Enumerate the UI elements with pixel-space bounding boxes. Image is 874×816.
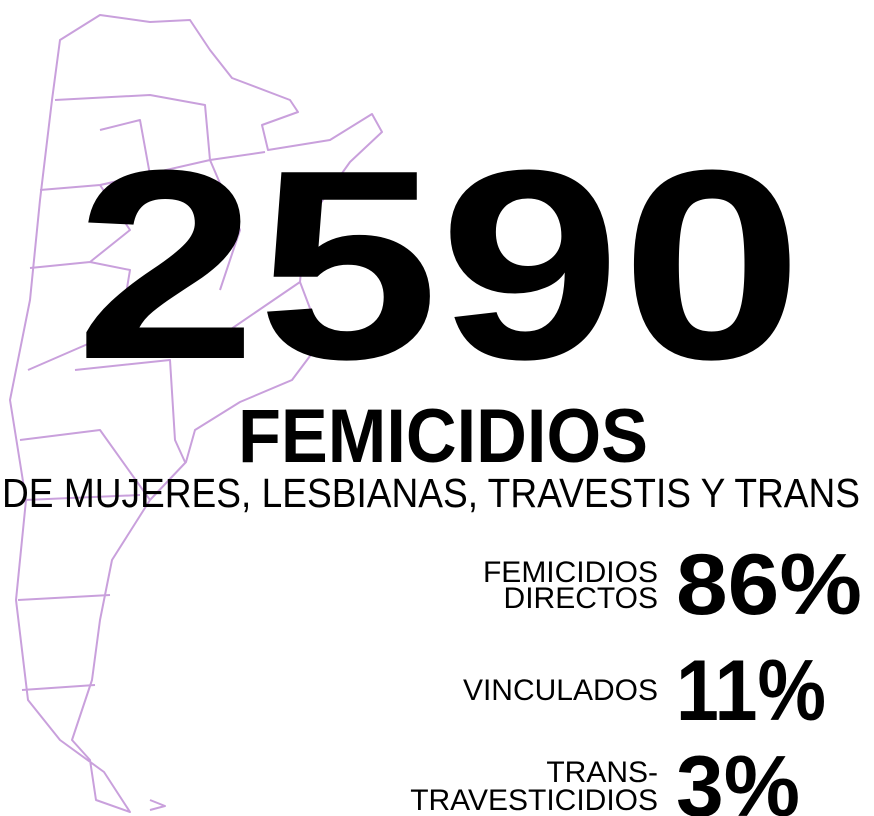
argentina-map bbox=[9, 14, 383, 813]
headline-number: 2590 bbox=[75, 115, 803, 416]
breakdown-label: DIRECTOS bbox=[504, 582, 658, 615]
headline-subtitle: DE MUJERES, LESBIANAS, TRAVESTIS Y TRANS bbox=[2, 470, 860, 516]
headline-title: FEMICIDIOS bbox=[238, 394, 648, 479]
breakdown-label: TRAVESTICIDIOS bbox=[410, 784, 658, 816]
breakdown-value: 11% bbox=[676, 643, 826, 739]
breakdown-label: FEMICIDIOS bbox=[483, 556, 658, 589]
breakdown-value: 3% bbox=[676, 739, 800, 816]
breakdown-label: VINCULADOS bbox=[463, 674, 658, 707]
breakdown-value: 86% bbox=[676, 537, 862, 633]
map-outline bbox=[9, 14, 383, 813]
map-provinces bbox=[17, 94, 301, 811]
breakdown-label: TRANS- bbox=[546, 756, 658, 789]
